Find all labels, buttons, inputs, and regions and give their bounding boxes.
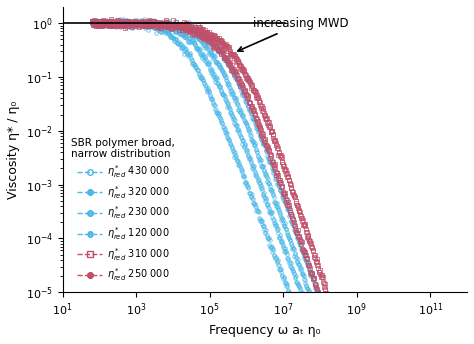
- X-axis label: Frequency ω aₜ η₀: Frequency ω aₜ η₀: [209, 324, 320, 337]
- Legend: $\eta^*_{red}$ 430 000, $\eta^*_{red}$ 320 000, $\eta^*_{red}$ 230 000, $\eta^*_: $\eta^*_{red}$ 430 000, $\eta^*_{red}$ 3…: [67, 134, 179, 287]
- Text: increasing MWD: increasing MWD: [238, 17, 348, 51]
- Y-axis label: Viscosity η* / η₀: Viscosity η* / η₀: [7, 100, 20, 199]
